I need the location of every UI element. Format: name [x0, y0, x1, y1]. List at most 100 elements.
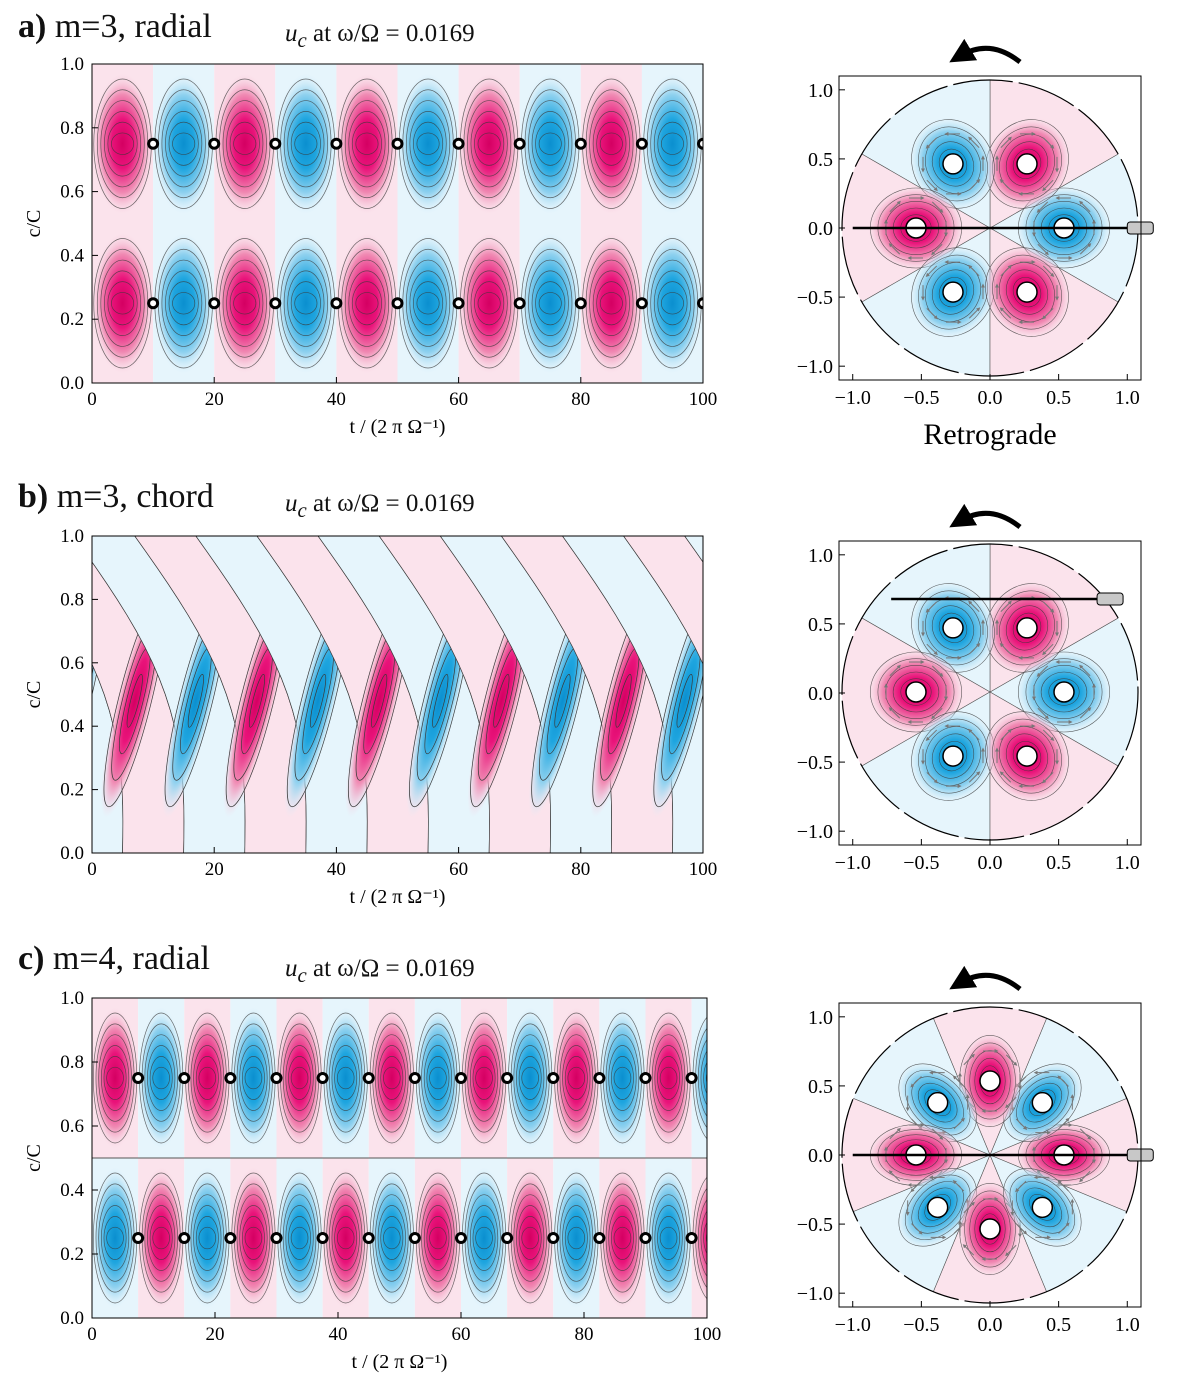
velocity-arrow	[931, 201, 944, 213]
y-axis-label: c/C	[23, 681, 45, 709]
velocity-arrow	[1042, 307, 1054, 320]
contour-line	[535, 281, 566, 326]
contour-line	[334, 1055, 358, 1101]
junction-core	[504, 1075, 511, 1081]
vortex-lobe	[645, 1007, 692, 1149]
contour-line	[239, 1205, 268, 1271]
contour-line	[282, 1194, 317, 1282]
x-tick-label: 80	[575, 1324, 594, 1345]
stripe	[0, 536, 1, 853]
vortex-lobe	[322, 1007, 369, 1149]
velocity-arrow	[963, 1053, 975, 1066]
contour-line	[222, 259, 267, 347]
contour-line	[676, 674, 693, 728]
disk-y-tick-label: −1.0	[797, 821, 833, 843]
velocity-arrow	[1058, 1117, 1070, 1130]
contour-line	[735, 673, 756, 728]
junction-core	[211, 300, 218, 307]
contour-line	[348, 111, 386, 177]
contour-line	[351, 281, 382, 326]
disk-contour	[1005, 269, 1049, 315]
contour-line	[708, 249, 759, 357]
disk-contour	[1005, 733, 1049, 779]
disk-contour	[1048, 678, 1080, 706]
contour-line	[697, 1039, 707, 1117]
contour-line	[704, 591, 789, 811]
contour-line	[660, 132, 684, 155]
disk-contour	[974, 1205, 1006, 1253]
rotation-arrow-icon	[949, 503, 1022, 529]
vortex-core	[926, 1196, 949, 1219]
disk-y-tick-label: −0.5	[797, 1214, 833, 1236]
contour-line	[416, 132, 440, 155]
contour-line	[405, 100, 451, 188]
contour-line	[659, 1226, 678, 1250]
contour-line	[708, 90, 759, 198]
velocity-arrow	[999, 179, 1012, 191]
contour-line	[742, 1024, 780, 1132]
x-tick-label: 20	[205, 859, 224, 880]
contour-line	[282, 1034, 317, 1122]
disk-contour	[1009, 1069, 1076, 1136]
timeseries-c: 0 20 40 60 80 100 0.0 0.2 0.4 0.6 0.8 1.0 t / (2 π Ω…	[23, 988, 780, 1373]
contour-line	[351, 121, 382, 166]
velocity-arrow	[963, 1201, 975, 1214]
vortex-lobe	[519, 73, 581, 214]
vortex-lobe	[458, 73, 520, 214]
disk-y-tick-label: 1.0	[808, 545, 833, 567]
velocity-arrow	[1005, 1096, 1017, 1109]
stripe-core	[699, 580, 792, 822]
velocity-arrow	[1005, 1244, 1017, 1257]
vortex-lobe	[230, 1167, 277, 1309]
disk-contour	[1005, 605, 1049, 651]
velocity-arrow	[968, 600, 980, 613]
velocity-arrow	[1015, 1118, 1028, 1130]
velocity-arrow	[925, 729, 938, 741]
contour-line	[750, 1056, 772, 1099]
disk-contour	[992, 590, 1062, 666]
junction-dot	[732, 1072, 744, 1084]
velocity-arrow	[962, 1244, 975, 1256]
contour-line	[660, 292, 684, 315]
contour-line	[722, 133, 744, 155]
vortex-core	[1016, 281, 1038, 303]
x-tick-label: 100	[689, 389, 718, 410]
velocity-arrow	[1037, 243, 1049, 256]
disk-contour	[999, 134, 1055, 194]
disk-contour	[918, 590, 988, 666]
contour-line	[657, 121, 688, 166]
velocity-arrow	[931, 1128, 944, 1140]
contour-line	[229, 281, 260, 326]
disk-contour	[985, 119, 1069, 209]
junction-core	[333, 140, 340, 147]
vortex-lobe	[691, 1011, 707, 1145]
disk-x-tick-label: 0.5	[1046, 387, 1071, 409]
contour-line	[285, 1205, 314, 1271]
velocity-arrow	[968, 179, 981, 191]
disk-x-tick-label: −0.5	[903, 387, 939, 409]
contour-line	[429, 1066, 447, 1090]
junction-core	[394, 140, 401, 147]
contour-line	[241, 1215, 265, 1261]
velocity-arrow	[925, 265, 938, 277]
x-tick-label: 40	[327, 389, 346, 410]
junction-core	[735, 1075, 741, 1081]
contour-line	[426, 1215, 450, 1261]
vortex-lobe	[645, 1167, 692, 1309]
contour-line	[470, 270, 508, 336]
contour-line	[344, 259, 390, 347]
contour-line	[531, 270, 569, 336]
velocity-arrow	[1042, 137, 1055, 149]
contour-line	[236, 1034, 271, 1122]
vortex-core	[905, 681, 927, 703]
velocity-arrow	[1042, 729, 1055, 741]
contour-line	[198, 1066, 217, 1090]
disk-contour	[1005, 141, 1049, 187]
contour-line	[426, 1055, 450, 1101]
contour-line	[719, 122, 748, 165]
contour-line	[765, 591, 850, 811]
x-tick-label: 0	[87, 389, 97, 410]
velocity-arrow	[1015, 1223, 1028, 1235]
disk-contour	[869, 651, 963, 733]
contour-line	[290, 121, 321, 166]
